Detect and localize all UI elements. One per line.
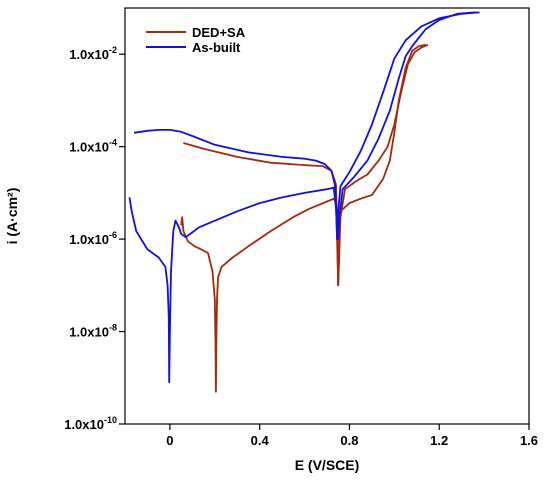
x-tick-label: 1.6 bbox=[520, 433, 538, 448]
plot-area-frame bbox=[124, 7, 530, 425]
chart-curves bbox=[128, 11, 480, 393]
legend-label-ded-sa: DED+SA bbox=[192, 25, 246, 40]
y-tick-label: 1.0x10-4 bbox=[69, 138, 117, 155]
y-tick-label: 1.0x10-8 bbox=[69, 323, 117, 340]
y-axis-ticks: 1.0x10-10 1.0x10-8 1.0x10-6 1.0x10-4 1.0x10-… bbox=[64, 45, 125, 432]
legend: DED+SA As-built bbox=[146, 25, 246, 55]
series-ded-sa-curve-2 bbox=[183, 43, 429, 287]
series-as-built-curve-2 bbox=[133, 11, 478, 240]
x-tick-label: 0 bbox=[166, 433, 173, 448]
y-axis-label: i (A·cm²) bbox=[4, 188, 20, 245]
x-tick-label: 1.2 bbox=[430, 433, 448, 448]
y-tick-label: 1.0x10-2 bbox=[69, 45, 117, 62]
series-ded-sa-curve-1 bbox=[180, 43, 426, 393]
series-as-built-curve-1 bbox=[128, 11, 480, 384]
x-tick-label: 0.4 bbox=[251, 433, 270, 448]
x-axis-ticks: 0 0.4 0.8 1.2 1.6 bbox=[166, 424, 538, 448]
y-tick-label: 1.0x10-10 bbox=[64, 415, 117, 432]
x-axis-label: E (V/SCE) bbox=[295, 457, 360, 473]
x-tick-label: 0.8 bbox=[340, 433, 358, 448]
y-tick-label: 1.0x10-6 bbox=[69, 230, 117, 247]
legend-label-as-built: As-built bbox=[192, 40, 241, 55]
